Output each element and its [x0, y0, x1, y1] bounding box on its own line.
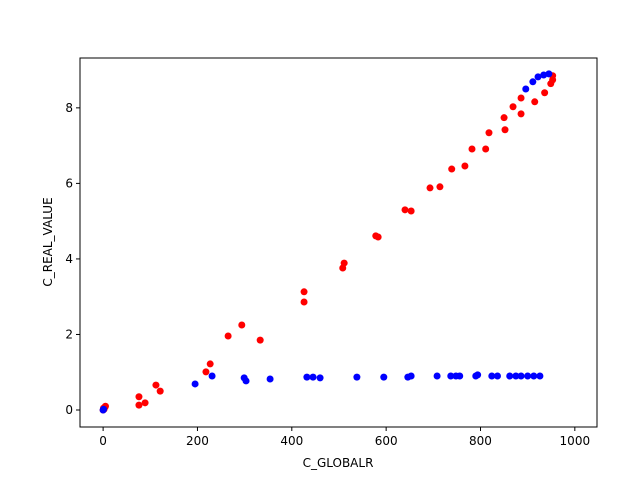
point [300, 288, 308, 296]
y-tick-label: 2 [65, 327, 73, 341]
point [353, 373, 361, 381]
point [426, 184, 434, 192]
point [474, 371, 482, 379]
y-tick-label: 8 [65, 101, 73, 115]
point [500, 114, 508, 122]
x-tick-label: 200 [186, 434, 209, 448]
point [506, 372, 514, 380]
point [224, 332, 232, 340]
point [374, 233, 382, 241]
point [401, 206, 409, 214]
point [380, 373, 388, 381]
point [488, 372, 496, 380]
y-tick-label: 6 [65, 176, 73, 190]
x-tick-label: 600 [375, 434, 398, 448]
point [530, 372, 538, 380]
point [141, 399, 149, 407]
y-tick-label: 0 [65, 403, 73, 417]
point [485, 129, 493, 137]
plot-frame [79, 57, 598, 428]
point [156, 387, 164, 395]
point [433, 372, 441, 380]
x-tick-label: 0 [99, 434, 107, 448]
point [309, 373, 317, 381]
point [456, 372, 464, 380]
point [100, 405, 108, 413]
point [522, 85, 530, 93]
point [340, 259, 348, 267]
point [303, 373, 311, 381]
x-tick-label: 400 [280, 434, 303, 448]
point [407, 372, 415, 380]
x-axis-label: C_GLOBALR [303, 456, 374, 470]
point [316, 374, 324, 382]
point [461, 162, 469, 170]
point [448, 165, 456, 173]
point [509, 103, 517, 111]
point [517, 110, 525, 118]
point [266, 375, 274, 383]
point [436, 183, 444, 191]
point [545, 70, 553, 78]
point [482, 145, 490, 153]
point [501, 126, 509, 134]
point [152, 381, 160, 389]
point [202, 368, 210, 376]
point [206, 360, 214, 368]
point [447, 372, 455, 380]
point [517, 372, 525, 380]
point [242, 377, 250, 385]
point [493, 372, 501, 380]
x-tick-label: 800 [469, 434, 492, 448]
y-axis-label: C_REAL_VALUE [41, 197, 55, 286]
point [536, 372, 544, 380]
point [300, 298, 308, 306]
point [512, 372, 520, 380]
x-tick-label: 1000 [560, 434, 591, 448]
point [534, 73, 542, 81]
point [524, 372, 532, 380]
point [256, 336, 264, 344]
point [517, 94, 525, 102]
point [238, 321, 246, 329]
point [468, 145, 476, 153]
point [135, 393, 143, 401]
point [135, 401, 143, 409]
point [208, 372, 216, 380]
point [191, 380, 199, 388]
point [531, 98, 539, 106]
point [541, 89, 549, 97]
point [407, 207, 415, 215]
y-tick-label: 4 [65, 252, 73, 266]
point [529, 78, 537, 86]
